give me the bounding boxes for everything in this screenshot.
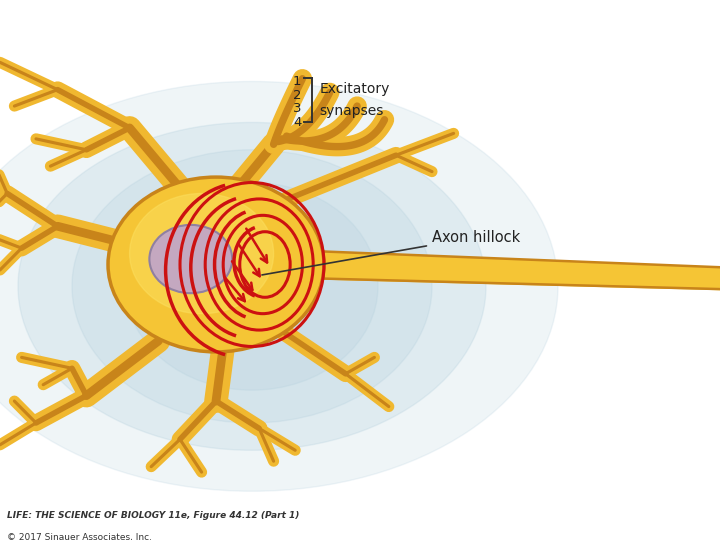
Ellipse shape xyxy=(130,193,274,314)
Ellipse shape xyxy=(126,183,378,390)
Text: © 2017 Sinauer Associates, Inc.: © 2017 Sinauer Associates, Inc. xyxy=(7,533,152,540)
Text: 3: 3 xyxy=(293,102,302,116)
Text: Axon hillock: Axon hillock xyxy=(262,230,521,275)
Text: 2: 2 xyxy=(293,89,301,102)
Text: Figure 44.12  The Postsynaptic Neuron Sums Information (Part 1): Figure 44.12 The Postsynaptic Neuron Sum… xyxy=(6,13,528,28)
Ellipse shape xyxy=(150,225,232,293)
Ellipse shape xyxy=(0,82,558,491)
Text: Excitatory: Excitatory xyxy=(320,82,390,96)
Ellipse shape xyxy=(18,123,486,450)
Text: 4: 4 xyxy=(294,116,302,129)
Text: synapses: synapses xyxy=(320,104,384,118)
Text: 1: 1 xyxy=(292,75,301,88)
Ellipse shape xyxy=(72,150,432,423)
Text: LIFE: THE SCIENCE OF BIOLOGY 11e, Figure 44.12 (Part 1): LIFE: THE SCIENCE OF BIOLOGY 11e, Figure… xyxy=(7,511,300,520)
Ellipse shape xyxy=(108,177,324,352)
